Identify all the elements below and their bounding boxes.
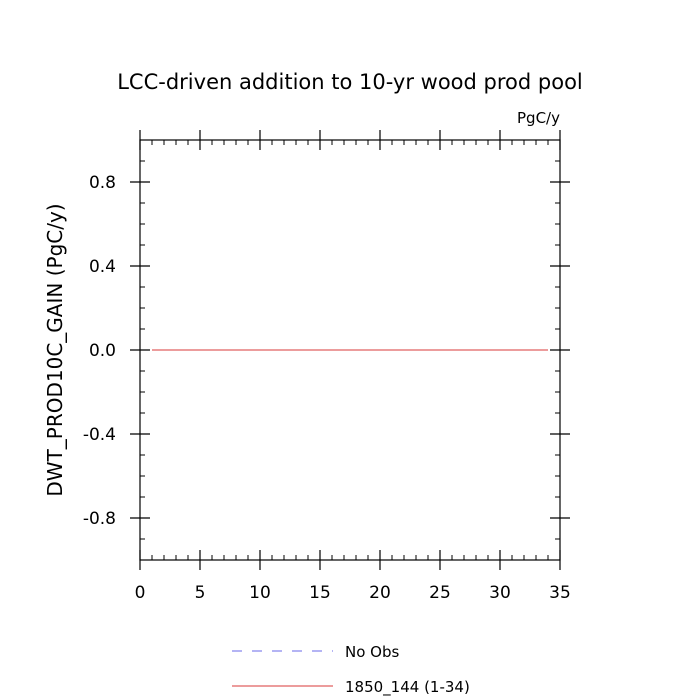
y-tick-label: 0.8 (89, 173, 116, 193)
x-tick-label: 30 (489, 583, 511, 603)
x-tick-label: 10 (249, 583, 271, 603)
legend-label: 1850_144 (1-34) (345, 678, 470, 697)
x-tick-label: 20 (369, 583, 391, 603)
x-tick-label: 5 (195, 583, 206, 603)
y-tick-label: 0.4 (89, 257, 116, 277)
legend-label: No Obs (345, 643, 399, 661)
y-tick-label: -0.8 (83, 509, 116, 529)
x-tick-label: 35 (549, 583, 571, 603)
x-tick-label: 25 (429, 583, 451, 603)
plot-area: 0 5 10 15 20 25 30 35 -0.8 -0.4 0.0 0.4 0.8 (83, 130, 571, 603)
x-tick-label: 0 (135, 583, 146, 603)
x-tick-label: 15 (309, 583, 331, 603)
chart-title: LCC-driven addition to 10-yr wood prod p… (117, 70, 583, 94)
y-axis-label: DWT_PROD10C_GAIN (PgC/y) (43, 203, 67, 496)
legend: No Obs 1850_144 (1-34) (232, 643, 470, 697)
y-tick-label: -0.4 (83, 425, 116, 445)
units-label: PgC/y (517, 109, 560, 127)
y-tick-label: 0.0 (89, 341, 116, 361)
